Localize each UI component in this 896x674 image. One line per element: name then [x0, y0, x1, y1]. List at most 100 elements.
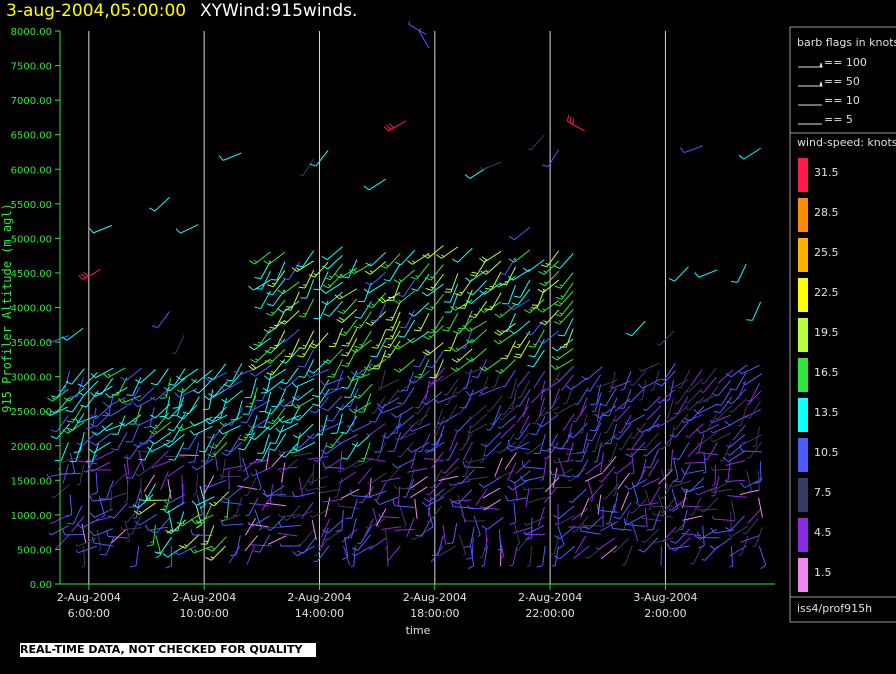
- barb-staff: [431, 293, 444, 311]
- barb-staff: [379, 516, 400, 519]
- wind-barb: [223, 371, 243, 388]
- barb-half-feather: [457, 329, 462, 332]
- wind-barb: [613, 405, 631, 422]
- barb-feather: [581, 376, 588, 381]
- wind-barb: [354, 301, 372, 319]
- barb-half-feather: [467, 505, 470, 509]
- barb-staff: [560, 374, 574, 392]
- wind-barb: [410, 476, 428, 489]
- wind-barb: [75, 545, 98, 554]
- barb-staff: [131, 460, 142, 479]
- barb-staff: [72, 404, 84, 423]
- barb-half-feather: [525, 499, 528, 504]
- wind-barb: [756, 470, 760, 493]
- barb-half-feather: [309, 483, 313, 486]
- barb-staff: [246, 545, 255, 565]
- barb-half-feather: [299, 174, 303, 177]
- barb-half-feather: [378, 513, 381, 517]
- barb-staff: [387, 466, 402, 482]
- barb-half-feather: [524, 451, 528, 455]
- wind-barb: [386, 545, 389, 566]
- wind-barb: [514, 523, 521, 546]
- x-tick-date: 2-Aug-2004: [403, 591, 467, 604]
- barb-staff: [430, 264, 444, 281]
- wind-barb: [291, 452, 313, 457]
- barb-feather: [189, 547, 195, 554]
- barb-staff: [630, 441, 646, 458]
- wind-barb: [77, 372, 98, 388]
- barb-staff: [60, 442, 69, 462]
- barb-half-feather: [630, 472, 635, 475]
- wind-barb: [176, 422, 200, 432]
- barb-staff: [627, 414, 645, 425]
- barb-staff: [369, 537, 387, 551]
- wind-barb: [201, 442, 215, 462]
- barb-staff: [713, 480, 732, 491]
- barb-feather: [507, 275, 514, 281]
- barb-staff: [326, 291, 343, 306]
- barb-feather: [381, 435, 388, 439]
- wind-barb: [347, 373, 371, 382]
- x-axis-title: time: [406, 624, 431, 637]
- barb-staff: [82, 545, 86, 566]
- barb-staff: [688, 396, 705, 411]
- wind-barb: [464, 320, 487, 332]
- barb-half-feather: [679, 502, 682, 506]
- wind-barb: [607, 442, 618, 462]
- barb-staff: [727, 459, 731, 480]
- barb-half-feather: [351, 553, 355, 557]
- barb-staff: [411, 441, 430, 453]
- wind-barb: [713, 396, 733, 414]
- barb-staff: [209, 414, 228, 425]
- barb-staff: [516, 371, 531, 388]
- barb-staff: [485, 528, 488, 549]
- barb-feather: [174, 392, 180, 398]
- barb-half-feather: [710, 430, 714, 434]
- wind-barb: [517, 379, 531, 399]
- barb-staff: [534, 338, 545, 358]
- wind-barb: [746, 390, 762, 406]
- barb-half-feather: [424, 450, 428, 453]
- wind-barb: [446, 523, 458, 545]
- barb-staff: [547, 433, 559, 452]
- barb-half-feather: [357, 542, 361, 545]
- barb-half-feather: [618, 448, 623, 450]
- barb-feather: [427, 526, 434, 531]
- barb-staff: [110, 490, 112, 511]
- barb-half-feather: [559, 284, 563, 287]
- barb-half-feather: [455, 391, 459, 395]
- wind-barb: [704, 442, 718, 461]
- wind-barb: [99, 536, 115, 556]
- barb-half-feather: [444, 403, 448, 406]
- wind-barb: [567, 422, 588, 439]
- wind-barb: [244, 377, 257, 399]
- wind-barb: [254, 509, 262, 531]
- barb-staff: [281, 414, 301, 423]
- wind-barb: [321, 255, 343, 270]
- wind-barb: [376, 397, 400, 409]
- wind-barb: [204, 414, 228, 425]
- barb-staff: [417, 274, 430, 291]
- wind-barb: [444, 293, 459, 313]
- barb-staff: [134, 487, 142, 508]
- barb-staff: [575, 535, 587, 554]
- wind-barb: [209, 432, 229, 449]
- barb-staff: [514, 470, 531, 484]
- barb-feather: [120, 376, 127, 382]
- barb-staff: [682, 515, 703, 521]
- wind-barb: [559, 328, 574, 348]
- wind-barb: [443, 378, 459, 396]
- wind-barb: [167, 464, 185, 478]
- wind-barb: [596, 402, 602, 423]
- wind-barb: [318, 527, 329, 548]
- wind-barb: [223, 465, 243, 471]
- barb-staff: [304, 269, 315, 289]
- barb-feather: [351, 547, 359, 551]
- wind-barb: [728, 525, 749, 537]
- wind-barb: [269, 424, 285, 444]
- barb-feather: [164, 387, 170, 392]
- barb-feather: [320, 380, 325, 386]
- wind-barb: [322, 273, 343, 289]
- barb-feather: [348, 408, 355, 414]
- barb-staff: [251, 544, 272, 547]
